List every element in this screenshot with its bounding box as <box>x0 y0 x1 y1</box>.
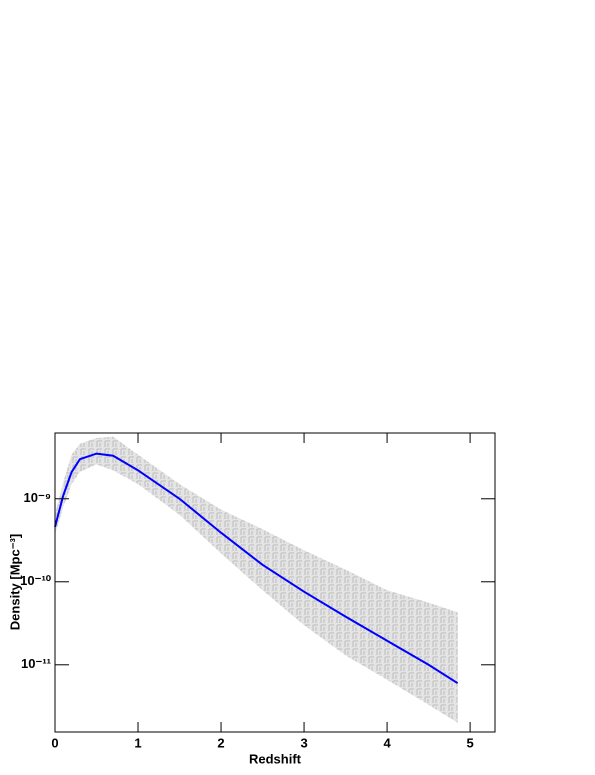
plot-frame <box>54 432 496 733</box>
y-tick-label: 10⁻¹⁰ <box>20 573 52 588</box>
x-tick-label: 2 <box>217 735 224 750</box>
y-axis-label: Density [Mpc⁻³] <box>7 534 22 630</box>
x-tick-label: 3 <box>300 735 307 750</box>
error-band <box>55 436 458 723</box>
x-tick-label: 4 <box>383 735 391 750</box>
x-tick-label: 1 <box>134 735 141 750</box>
line <box>54 452 459 685</box>
x-tick-label: 0 <box>51 735 58 750</box>
y-tick-label: 10⁻⁹ <box>24 490 52 505</box>
x-axis-label: Redshift <box>249 751 302 766</box>
y-tick-label: 10⁻¹¹ <box>21 656 51 671</box>
x-tick-label: 5 <box>466 735 473 750</box>
